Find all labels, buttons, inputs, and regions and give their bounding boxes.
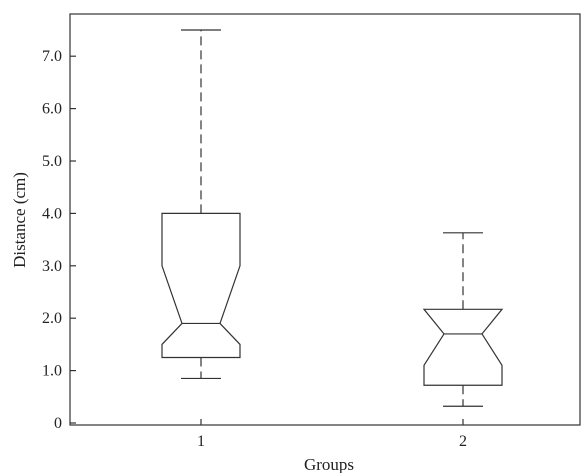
box-series: [161, 29, 504, 407]
y-tick-label: 0: [54, 415, 62, 432]
y-tick-label: 3.0: [42, 258, 62, 275]
x-tick-label: 2: [459, 433, 467, 450]
y-tick-label: 5.0: [42, 153, 62, 170]
box-group-1: [161, 29, 241, 380]
y-axis: 0 1.0 2.0 3.0 4.0 5.0 6.0 7.0: [42, 48, 76, 432]
y-tick-label: 2.0: [42, 310, 62, 327]
x-tick-label: 1: [197, 433, 205, 450]
notched-box: [161, 212, 241, 359]
y-tick-label: 6.0: [42, 101, 62, 118]
plot-frame: [69, 13, 581, 426]
y-tick-label: 7.0: [42, 48, 62, 65]
y-tick-label: 1.0: [42, 363, 62, 380]
y-tick-label: 4.0: [42, 205, 62, 222]
x-axis-title: Groups: [304, 455, 354, 473]
box-group-2: [422, 232, 504, 407]
y-axis-title: Distance (cm): [10, 172, 29, 268]
notched-box: [422, 308, 504, 386]
